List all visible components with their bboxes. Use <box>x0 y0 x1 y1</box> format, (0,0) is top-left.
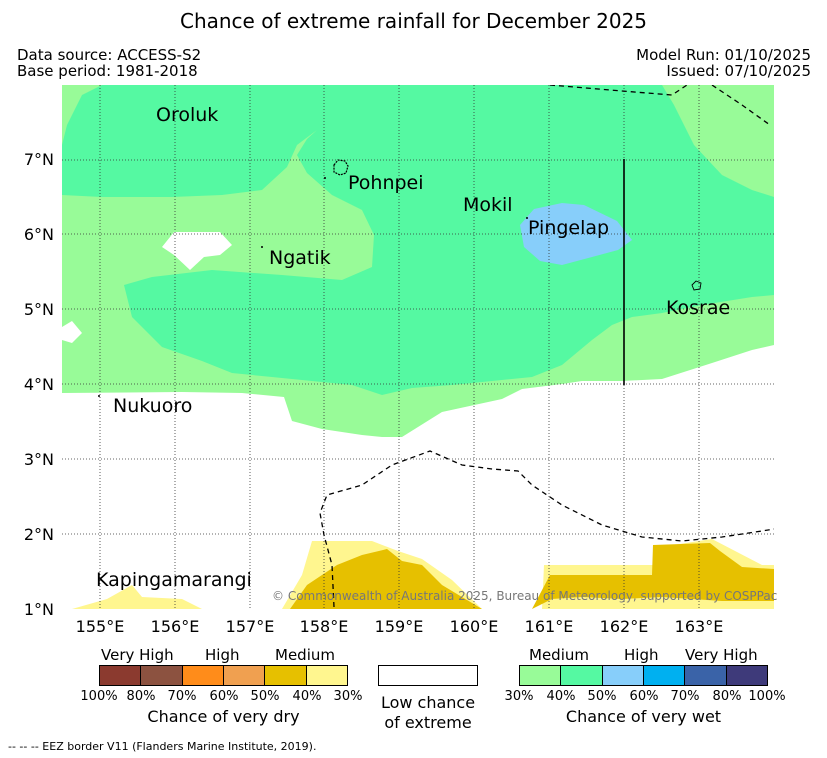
wet-tick: 50% <box>587 689 617 704</box>
dry-tick: 80% <box>126 689 156 704</box>
mokil-island-icon <box>526 217 528 219</box>
lat-label-2n: 2°N <box>23 525 54 544</box>
wet-header-high: High <box>624 646 659 664</box>
pohnpei-island-icon <box>333 159 349 176</box>
dry-swatch <box>141 666 183 685</box>
place-label-kapingamarangi: Kapingamarangi <box>96 569 252 591</box>
lon-label-163e: 163°E <box>674 617 724 636</box>
place-label-kosrae: Kosrae <box>666 297 731 319</box>
wet-legend-title: Chance of very wet <box>565 707 722 726</box>
model-run-label: Model Run: 01/10/2025 <box>636 46 811 64</box>
copyright-notice: © Commonwealth of Australia 2025, Bureau… <box>272 589 778 603</box>
lon-label-160e: 160°E <box>449 617 499 636</box>
dry-swatch <box>306 666 347 685</box>
lon-label-158e: 158°E <box>299 617 349 636</box>
dry-header-very-high: Very High <box>101 646 174 664</box>
ngatik-island-icon <box>261 246 263 248</box>
nukuoro-island-icon <box>98 395 100 397</box>
data-source-label: Data source: ACCESS-S2 <box>17 46 202 64</box>
low-chance-patch-1 <box>162 232 232 270</box>
place-label-pohnpei: Pohnpei <box>348 172 424 194</box>
lon-label-157e: 157°E <box>225 617 275 636</box>
issued-label: Issued: 07/10/2025 <box>666 62 811 80</box>
wet-colorbar <box>519 665 768 686</box>
wet-tick: 70% <box>670 689 700 704</box>
lat-label-7n: 7°N <box>23 150 54 169</box>
eez-border-lines <box>319 85 774 608</box>
oroluk-island-icon <box>324 177 326 179</box>
place-label-oroluk: Oroluk <box>156 104 219 126</box>
lon-label-155e: 155°E <box>75 617 125 636</box>
wet-swatch <box>561 666 603 685</box>
lon-label-161e: 161°E <box>524 617 574 636</box>
wet-40-region <box>62 85 774 395</box>
dry-colorbar <box>99 665 348 686</box>
dry-40-region <box>290 543 774 609</box>
eez-border-note: -- -- -- EEZ border V11 (Flanders Marine… <box>8 740 317 753</box>
wet-tick: 100% <box>748 689 786 704</box>
dry-tick: 60% <box>209 689 239 704</box>
lat-label-6n: 6°N <box>23 225 54 244</box>
wet-header-medium: Medium <box>529 646 589 664</box>
lon-label-162e: 162°E <box>599 617 649 636</box>
base-period-label: Base period: 1981-2018 <box>17 62 198 80</box>
dry-header-high: High <box>205 646 240 664</box>
place-label-mokil: Mokil <box>463 194 513 216</box>
wet-tick: 30% <box>504 689 534 704</box>
dry-swatch <box>182 666 224 685</box>
dry-tick: 40% <box>292 689 322 704</box>
lat-label-4n: 4°N <box>23 375 54 394</box>
place-label-ngatik: Ngatik <box>269 247 331 269</box>
place-label-nukuoro: Nukuoro <box>113 395 193 417</box>
dry-tick: 70% <box>167 689 197 704</box>
map-title: Chance of extreme rainfall for December … <box>179 9 648 33</box>
dry-swatch <box>265 666 307 685</box>
place-label-pingelap: Pingelap <box>528 217 610 239</box>
lat-label-1n: 1°N <box>23 600 54 619</box>
wet-swatch <box>685 666 727 685</box>
dry-swatch <box>223 666 266 685</box>
wet-tick: 60% <box>629 689 659 704</box>
low-chance-patch-2 <box>62 321 82 343</box>
wet-swatch <box>726 666 767 685</box>
dry-tick: 30% <box>333 689 363 704</box>
wet-tick: 80% <box>712 689 742 704</box>
lon-label-159e: 159°E <box>374 617 424 636</box>
wet-header-very-high: Very High <box>685 646 758 664</box>
lat-label-5n: 5°N <box>23 300 54 319</box>
dry-tick: 100% <box>80 689 118 704</box>
kosrae-island-icon <box>691 280 702 291</box>
lon-label-156e: 156°E <box>150 617 200 636</box>
low-chance-swatch <box>378 665 478 686</box>
dry-swatch <box>100 666 142 685</box>
lat-label-3n: 3°N <box>23 450 54 469</box>
rainfall-map <box>62 85 774 609</box>
wet-swatch <box>520 666 562 685</box>
dry-legend-title: Chance of very dry <box>147 707 300 726</box>
wet-tick: 40% <box>546 689 576 704</box>
dry-header-medium: Medium <box>275 646 335 664</box>
map-gridlines <box>62 85 774 609</box>
wet-swatch <box>602 666 644 685</box>
dry-tick: 50% <box>250 689 280 704</box>
low-chance-label-2: of extreme <box>384 713 472 732</box>
wet-swatch <box>643 666 686 685</box>
low-chance-label-1: Low chance <box>380 693 476 712</box>
